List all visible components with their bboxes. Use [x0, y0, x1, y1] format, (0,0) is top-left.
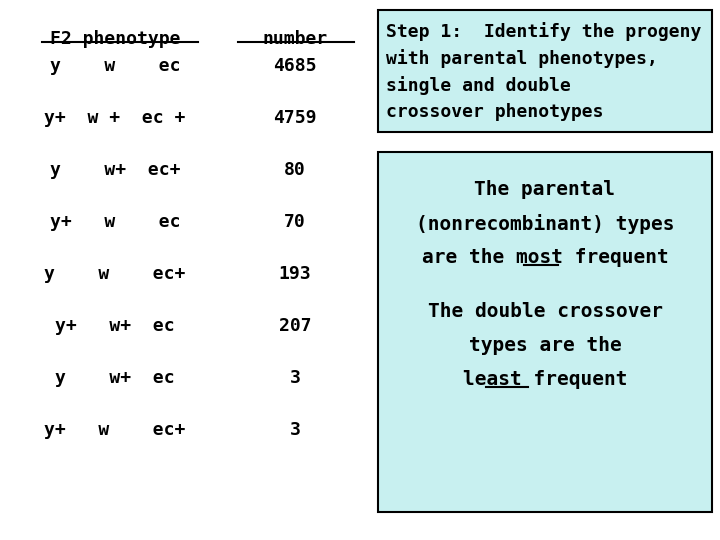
- Text: number: number: [262, 30, 328, 48]
- Text: 3: 3: [289, 369, 300, 387]
- Text: y+  w +  ec +: y+ w + ec +: [45, 109, 186, 127]
- Text: 80: 80: [284, 161, 306, 179]
- Text: 70: 70: [284, 213, 306, 231]
- Text: y    w+  ec: y w+ ec: [55, 369, 175, 387]
- Text: least frequent: least frequent: [463, 370, 627, 389]
- FancyBboxPatch shape: [378, 152, 712, 512]
- Text: 4685: 4685: [274, 57, 317, 75]
- Text: 193: 193: [279, 265, 311, 283]
- Text: 3: 3: [289, 421, 300, 439]
- Text: types are the: types are the: [469, 336, 621, 355]
- Text: y+   w    ec: y+ w ec: [50, 213, 180, 231]
- Text: The double crossover: The double crossover: [428, 302, 662, 321]
- Text: y    w    ec+: y w ec+: [45, 265, 186, 283]
- Text: Step 1:  Identify the progeny: Step 1: Identify the progeny: [386, 22, 701, 41]
- Text: F2 phenotype: F2 phenotype: [50, 30, 180, 48]
- Text: are the most frequent: are the most frequent: [422, 248, 668, 267]
- Text: crossover phenotypes: crossover phenotypes: [386, 103, 603, 121]
- Text: y    w    ec: y w ec: [50, 57, 180, 75]
- Text: 207: 207: [279, 317, 311, 335]
- Text: y    w+  ec+: y w+ ec+: [50, 161, 180, 179]
- Text: single and double: single and double: [386, 76, 571, 95]
- Text: y+   w+  ec: y+ w+ ec: [55, 317, 175, 335]
- Text: y+   w    ec+: y+ w ec+: [45, 421, 186, 439]
- Text: with parental phenotypes,: with parental phenotypes,: [386, 49, 658, 68]
- Text: The parental: The parental: [474, 180, 616, 199]
- Text: (nonrecombinant) types: (nonrecombinant) types: [415, 214, 674, 234]
- FancyBboxPatch shape: [378, 10, 712, 132]
- Text: 4759: 4759: [274, 109, 317, 127]
